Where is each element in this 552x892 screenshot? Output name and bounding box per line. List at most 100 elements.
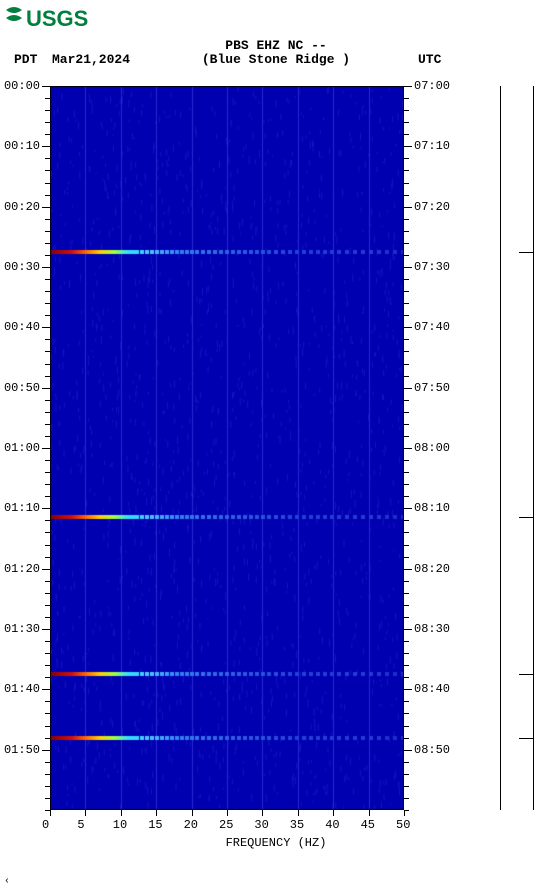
tick: [404, 496, 409, 497]
y-left-tick-label: 00:00: [4, 79, 40, 93]
tick: [404, 146, 412, 147]
tick: [45, 484, 50, 485]
tick: [404, 738, 409, 739]
tick: [45, 581, 50, 582]
tick: [45, 219, 50, 220]
x-tick-label: 35: [290, 818, 304, 832]
tick: [42, 629, 50, 630]
tick: [404, 376, 409, 377]
tick: [404, 122, 409, 123]
tick: [404, 653, 409, 654]
tick: [45, 134, 50, 135]
tick: [404, 508, 412, 509]
tick: [45, 593, 50, 594]
tick: [45, 279, 50, 280]
tick: [404, 303, 409, 304]
y-right-tick-label: 07:10: [414, 139, 450, 153]
usgs-logo: USGS: [4, 6, 104, 30]
tick: [404, 86, 412, 87]
y-right-tick-label: 07:40: [414, 320, 450, 334]
tick: [45, 713, 50, 714]
tick: [45, 653, 50, 654]
tick: [404, 810, 405, 816]
tick: [369, 810, 370, 816]
tick: [45, 122, 50, 123]
tick: [42, 207, 50, 208]
tick: [45, 364, 50, 365]
tick: [45, 774, 50, 775]
aux-tick: [519, 252, 533, 253]
tick: [404, 351, 409, 352]
y-right-tick-label: 08:40: [414, 682, 450, 696]
tick: [404, 291, 409, 292]
y-right-tick-label: 07:00: [414, 79, 450, 93]
tick: [45, 315, 50, 316]
tick: [42, 86, 50, 87]
tick: [298, 810, 299, 816]
tick: [192, 810, 193, 816]
y-right-tick-label: 07:20: [414, 200, 450, 214]
tick: [45, 472, 50, 473]
tz-right-label: UTC: [418, 52, 441, 67]
tick: [45, 460, 50, 461]
tick: [45, 376, 50, 377]
y-left-tick-label: 01:40: [4, 682, 40, 696]
tick: [45, 351, 50, 352]
tick: [404, 532, 409, 533]
tick: [404, 726, 409, 727]
tick: [404, 750, 412, 751]
tick: [45, 183, 50, 184]
tick: [45, 170, 50, 171]
tick: [45, 243, 50, 244]
x-tick-label: 10: [113, 818, 127, 832]
tick: [45, 291, 50, 292]
tick: [404, 339, 409, 340]
y-left-tick-label: 00:50: [4, 381, 40, 395]
tick: [45, 762, 50, 763]
x-tick-label: 15: [148, 818, 162, 832]
tick: [404, 388, 412, 389]
tick: [45, 339, 50, 340]
tick: [45, 158, 50, 159]
y-left-tick-label: 00:40: [4, 320, 40, 334]
tick: [42, 267, 50, 268]
tick: [404, 665, 409, 666]
tick: [404, 158, 409, 159]
tick: [404, 484, 409, 485]
tick: [45, 617, 50, 618]
tick: [45, 557, 50, 558]
usgs-text: USGS: [26, 6, 88, 30]
y-right-tick-label: 08:30: [414, 622, 450, 636]
tick: [45, 98, 50, 99]
tick: [42, 508, 50, 509]
tick: [404, 219, 409, 220]
tick: [50, 810, 51, 816]
y-right-tick-label: 07:50: [414, 381, 450, 395]
tz-left-label: PDT: [14, 52, 37, 67]
tick: [45, 665, 50, 666]
tick: [45, 400, 50, 401]
tick: [404, 713, 409, 714]
x-axis-title: FREQUENCY (HZ): [0, 836, 552, 850]
tick: [404, 460, 409, 461]
tick: [42, 750, 50, 751]
tick: [404, 520, 409, 521]
tick: [404, 569, 412, 570]
y-left-tick-label: 00:10: [4, 139, 40, 153]
tick: [404, 798, 409, 799]
tick: [262, 810, 263, 816]
tick: [45, 545, 50, 546]
tick: [404, 557, 409, 558]
tick: [404, 436, 409, 437]
y-left-tick-label: 01:30: [4, 622, 40, 636]
tick: [45, 412, 50, 413]
tick: [45, 532, 50, 533]
chart-title: PBS EHZ NC --: [0, 38, 552, 53]
tick: [404, 545, 409, 546]
footer-mark: ‹: [4, 876, 10, 887]
tick: [404, 689, 412, 690]
tick: [404, 412, 409, 413]
tick: [42, 327, 50, 328]
tick: [404, 641, 409, 642]
x-tick-label: 50: [396, 818, 410, 832]
